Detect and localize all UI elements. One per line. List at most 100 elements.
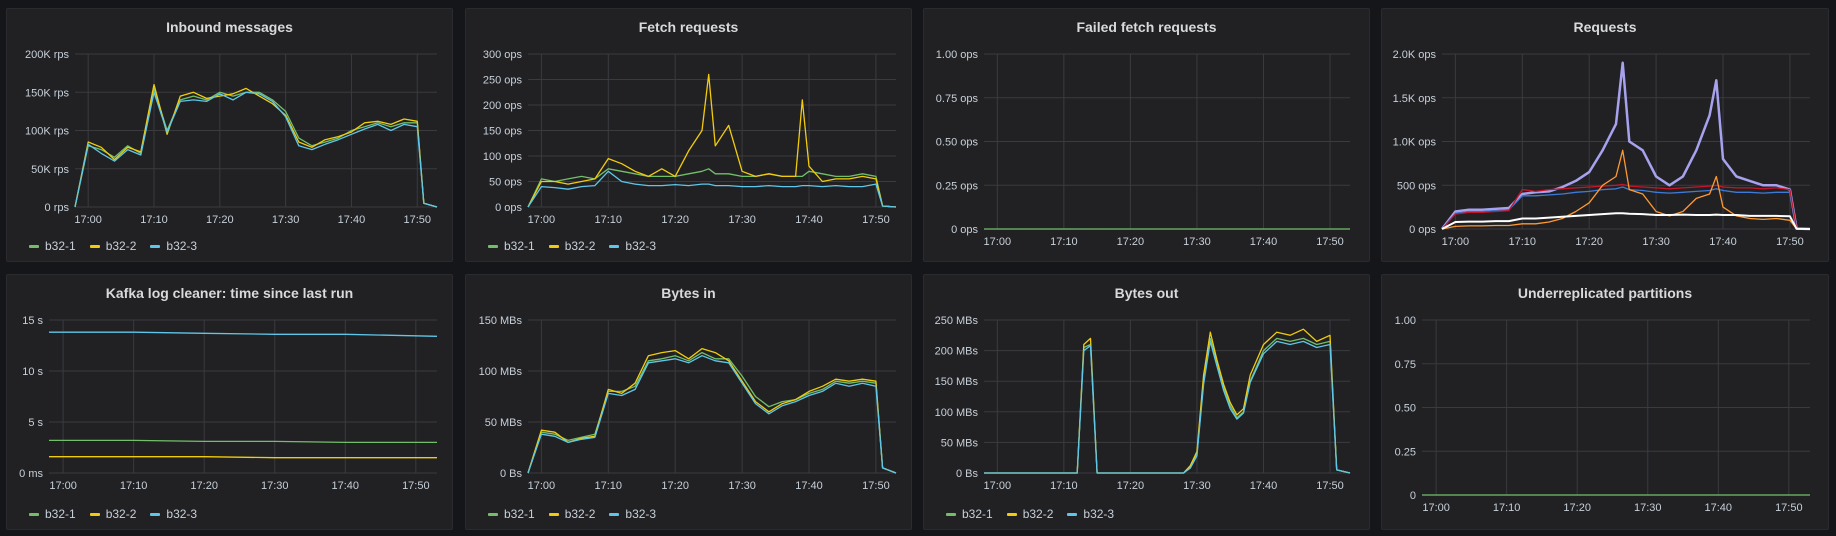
x-tick-label: 17:50 (1775, 502, 1803, 514)
x-tick-label: 17:20 (1563, 502, 1591, 514)
series-line-b32-2[interactable] (527, 73, 897, 208)
legend-item[interactable]: b32-2 (89, 239, 137, 253)
x-tick-label: 17:00 (1422, 502, 1450, 514)
y-tick-label: 150 MBs (935, 376, 979, 388)
legend-item[interactable]: b32-2 (89, 507, 137, 521)
panel-logcleaner[interactable]: Kafka log cleaner: time since last run 15… (6, 274, 453, 530)
x-tick-label: 17:50 (862, 480, 890, 492)
y-tick-label: 0.75 (1395, 359, 1416, 371)
legend-label: b32-1 (45, 507, 76, 521)
chart-svg: 150 MBs 100 MBs 50 MBs 0 Bs 17:00 17:10 17:20 1… (479, 315, 897, 492)
legend-swatch-icon (29, 512, 39, 516)
y-tick-label: 1.5K ops (1393, 93, 1437, 105)
y-tick-label: 2.0K ops (1393, 49, 1437, 61)
series-line-req_red[interactable] (1441, 183, 1811, 230)
series-line-b32-3[interactable] (984, 340, 1351, 474)
legend-swatch-icon (29, 244, 39, 248)
x-tick-label: 17:20 (1117, 236, 1145, 248)
panel-title: Failed fetch requests (1076, 19, 1217, 35)
y-tick-label: 0.25 (1395, 446, 1416, 458)
x-tick-label: 17:20 (190, 480, 218, 492)
series-line-req_purple[interactable] (1441, 61, 1811, 231)
x-tick-label: 17:30 (1634, 502, 1662, 514)
panel-title: Inbound messages (166, 19, 293, 35)
x-tick-label: 17:20 (1575, 236, 1603, 248)
legend-label: b32-3 (625, 507, 657, 521)
legend-swatch-icon (488, 244, 498, 248)
legend-swatch-icon (89, 244, 100, 248)
legend-item[interactable]: b32-3 (150, 507, 197, 521)
legend-item[interactable]: b32-3 (150, 239, 197, 253)
series-line-b32-1[interactable] (49, 439, 437, 444)
series-line-b32-3[interactable] (49, 331, 438, 337)
panel-title: Requests (1573, 19, 1637, 35)
series-line-b32-1[interactable] (527, 168, 897, 208)
panel-title: Kafka log cleaner: time since last run (105, 285, 354, 301)
series-line-b32-3[interactable] (527, 170, 897, 208)
x-tick-label: 17:10 (140, 214, 168, 226)
legend-label: b32-2 (105, 507, 137, 521)
series-line-req_white[interactable] (1441, 212, 1811, 230)
panel-title: Bytes in (661, 285, 716, 301)
x-tick-label: 17:50 (403, 214, 431, 226)
legend-swatch-icon (89, 512, 100, 516)
legend-item[interactable]: b32-3 (1067, 507, 1114, 521)
series-line-b32-3[interactable] (74, 91, 438, 208)
legend-label: b32-2 (564, 239, 596, 253)
x-tick-label: 17:10 (1509, 236, 1537, 248)
chart-svg: 2.0K ops 1.5K ops 1.0K ops 500 ops 0 ops 17:0… (1393, 49, 1811, 248)
series-line-req_orange[interactable] (1441, 149, 1811, 230)
legend-item[interactable]: b32-1 (488, 239, 535, 253)
legend-item[interactable]: b32-3 (609, 507, 656, 521)
y-tick-label: 5 s (28, 417, 43, 429)
x-tick-label: 17:50 (1316, 236, 1344, 248)
x-tick-label: 17:40 (338, 214, 366, 226)
series-line-b32-2[interactable] (49, 456, 437, 459)
legend: b32-1 b32-2 b32-3 (488, 239, 656, 253)
x-tick-label: 17:40 (1250, 236, 1278, 248)
legend-item[interactable]: b32-2 (548, 239, 596, 253)
panel-failed[interactable]: Failed fetch requests 1.00 ops 0.75 ops 0.5… (923, 8, 1370, 262)
y-tick-label: 0.75 ops (936, 93, 979, 105)
y-tick-label: 0 ops (1409, 224, 1436, 236)
y-tick-label: 100 MBs (479, 366, 523, 378)
legend-label: b32-2 (105, 239, 137, 253)
y-tick-label: 100 MBs (935, 407, 979, 419)
x-tick-label: 17:40 (1250, 480, 1278, 492)
legend-item[interactable]: b32-3 (609, 239, 656, 253)
x-tick-label: 17:10 (1493, 502, 1521, 514)
series-line-b32-2[interactable] (527, 347, 897, 474)
legend-swatch-icon (609, 512, 620, 516)
series-line-b32-1[interactable] (527, 351, 897, 474)
y-tick-label: 0.50 ops (936, 137, 979, 149)
y-tick-label: 200 MBs (935, 346, 979, 358)
panel-bytesin[interactable]: Bytes in 150 MBs 100 MBs 50 MBs 0 Bs 17:00 17:… (465, 274, 912, 530)
series-line-b32-1[interactable] (984, 337, 1351, 474)
y-tick-label: 50 MBs (941, 437, 979, 449)
panel-requests[interactable]: Requests 2.0K ops 1.5K ops 1.0K ops 500 ops 0… (1381, 8, 1829, 262)
panel-title: Fetch requests (638, 19, 739, 35)
legend-swatch-icon (150, 244, 161, 248)
y-tick-label: 50 ops (489, 177, 523, 189)
legend-item[interactable]: b32-1 (29, 239, 76, 253)
series-line-b32-3[interactable] (527, 355, 897, 474)
y-tick-label: 0 (1410, 490, 1416, 502)
legend-label: b32-1 (504, 239, 535, 253)
legend-item[interactable]: b32-2 (548, 507, 595, 521)
series-line-b32-2[interactable] (74, 83, 438, 208)
y-tick-label: 200K rps (25, 49, 70, 61)
legend-item[interactable]: b32-1 (946, 507, 993, 521)
x-tick-label: 17:30 (261, 480, 289, 492)
x-tick-label: 17:00 (1442, 236, 1470, 248)
legend-item[interactable]: b32-1 (488, 507, 535, 521)
panel-fetch[interactable]: Fetch requests 300 ops 250 ops 200 ops 150 o… (465, 8, 912, 262)
chart-svg: 15 s 10 s 5 s 0 ms 17:00 17:10 17:20 17:30 17:40… (19, 315, 438, 492)
panel-bytesout[interactable]: Bytes out 250 MBs 200 MBs 150 MBs 100 MBs 50 … (923, 274, 1370, 530)
x-tick-label: 17:20 (206, 214, 234, 226)
legend-label: b32-3 (625, 239, 657, 253)
panel-underrep[interactable]: Underreplicated partitions 1.00 0.75 0.50 0.… (1381, 274, 1829, 530)
legend-item[interactable]: b32-2 (1006, 507, 1053, 521)
y-tick-label: 0 rps (45, 202, 70, 214)
legend-item[interactable]: b32-1 (29, 507, 76, 521)
panel-inbound[interactable]: Inbound messages 200K rps 150K rps 100K rps… (6, 8, 453, 262)
